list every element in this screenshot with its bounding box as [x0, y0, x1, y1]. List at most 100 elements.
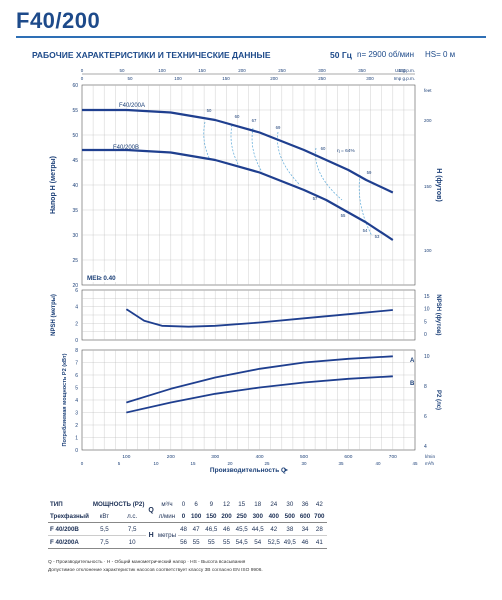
head-cell: 42 — [270, 525, 278, 533]
npsh-y-tick: 2 — [75, 321, 78, 327]
power-chart-grid — [82, 350, 415, 450]
us-gpm-tick: 100 — [158, 68, 166, 73]
efficiency-label: 69 — [276, 125, 281, 130]
frequency-label: 50 Гц — [330, 50, 352, 60]
npsh-right-tick: 5 — [424, 319, 427, 325]
head-y-tick: 20 — [72, 283, 78, 289]
us-gpm-tick: 350 — [358, 68, 366, 73]
imp-gpm-tick: 200 — [270, 76, 278, 81]
x-m3h-tick: 35 — [338, 461, 344, 466]
m3h-unit: м³/ч — [161, 500, 173, 508]
head-y-tick: 50 — [72, 133, 78, 139]
title-rule — [16, 36, 486, 38]
x-axis-label: Производительность Q — [210, 467, 286, 474]
series-label-b: F40/200B — [113, 145, 139, 151]
head-cell: 54,5 — [235, 538, 248, 546]
h-letter: H — [148, 532, 154, 539]
q-m3h-cell: 42 — [315, 500, 323, 508]
efficiency-isoline — [277, 131, 301, 186]
imp-gpm-tick: 0 — [81, 76, 84, 81]
efficiency-label: 59 — [367, 170, 372, 175]
npsh-right-axis-label: NPSH (футов) — [435, 294, 442, 335]
head-cell: 34 — [301, 525, 309, 533]
head-chart-grid — [82, 85, 415, 285]
series-label-a: F40/200A — [119, 103, 145, 109]
imp-gpm-tick: 250 — [318, 76, 326, 81]
head-cell: 41 — [315, 538, 323, 546]
imp-gpm-tick: 300 — [366, 76, 374, 81]
npsh-y-ticks: 6 4 2 0 — [75, 288, 78, 344]
head-y-ticks: 60 55 50 45 40 35 30 25 20 — [72, 83, 78, 289]
x-m3h-tick: 10 — [153, 461, 159, 466]
x-lmin-tick: 300 — [211, 454, 219, 460]
npsh-curve — [125, 308, 393, 328]
imp-gpm-unit: Imp g.p.m. — [394, 76, 415, 81]
us-gpm-tick: 200 — [238, 68, 246, 73]
efficiency-isoline — [358, 174, 373, 237]
hp-cell: 7,5 — [127, 525, 137, 533]
q-lmin-cell: 400 — [268, 512, 279, 520]
head-cell: 55 — [223, 538, 230, 546]
efficiency-label: 54 — [363, 228, 368, 233]
npsh-y-tick: 0 — [75, 338, 78, 344]
power-right-tick: 4 — [424, 444, 427, 450]
x-lmin-unit: l/min — [425, 454, 435, 460]
head-curve-a — [82, 108, 394, 194]
head-y-tick: 25 — [72, 258, 78, 264]
us-gpm-tick: 250 — [278, 68, 286, 73]
head-cell: 44,5 — [251, 525, 264, 533]
x-m3h-tick: 15 — [190, 461, 196, 466]
npsh-right-tick: 10 — [424, 307, 430, 313]
q-lmin-cell: 300 — [252, 512, 263, 520]
q-letter: Q — [148, 506, 154, 514]
power-right-tick: 8 — [424, 384, 427, 390]
q-lmin-cell: 200 — [221, 512, 232, 520]
q-lmin-cell: 600 — [299, 512, 311, 520]
us-gpm-tick: 150 — [198, 68, 206, 73]
head-cell: 48 — [180, 525, 187, 533]
npsh-right-ticks: 15 10 5 0 — [424, 294, 430, 338]
section-heading: РАБОЧИЕ ХАРАКТЕРИСТИКИ И ТЕХНИЧЕСКИЕ ДАН… — [32, 50, 271, 60]
power-y-tick: 1 — [75, 436, 78, 442]
power-y-axis-label: Потребляемая мощность P2 (кВт) — [61, 353, 68, 446]
power-y-tick: 6 — [75, 373, 78, 379]
power-y-ticks: 8 7 6 5 4 3 2 1 0 — [75, 348, 78, 454]
specs-table: ТИП МОЩНОСТЬ (P2) Q м³/ч 0 6 9 12 15 18 … — [48, 498, 327, 549]
q-lmin-cell: 100 — [190, 512, 202, 520]
efficiency-label: 57 — [313, 196, 318, 201]
head-cell: 55 — [192, 538, 200, 546]
head-y-tick: 55 — [72, 108, 78, 114]
type-header: ТИП — [50, 500, 63, 508]
efficiency-isoline — [203, 121, 211, 161]
us-gpm-tick: 300 — [318, 68, 326, 73]
x-m3h-tick: 30 — [301, 461, 307, 466]
us-gpm-tick: 0 — [81, 68, 84, 73]
head-cell: 46 — [301, 538, 309, 546]
npsh-y-axis-label: NPSH (метры) — [51, 294, 57, 336]
power-curves — [126, 355, 393, 414]
head-y-tick: 40 — [72, 183, 78, 189]
q-lmin-cell: 500 — [284, 512, 295, 520]
head-y-tick: 45 — [72, 158, 78, 164]
power-y-tick: 8 — [75, 348, 78, 354]
efficiency-label: 67 — [252, 118, 257, 123]
q-m3h-cell: 15 — [238, 500, 246, 508]
hp-unit: л.с. — [127, 512, 138, 520]
efficiency-label: 60 — [321, 146, 326, 151]
q-m3h-cell: 24 — [270, 500, 278, 508]
power-right-tick: 6 — [424, 414, 427, 420]
x-m3h-tick: 40 — [375, 461, 381, 466]
efficiency-isoline — [315, 147, 343, 201]
q-m3h-cell: 18 — [254, 500, 262, 508]
power-y-tick: 0 — [75, 448, 78, 454]
head-cell: 46,5 — [205, 525, 218, 533]
mei-badge-bg — [84, 272, 120, 282]
power-y-tick: 7 — [75, 361, 78, 367]
efficiency-isolines — [203, 121, 373, 237]
head-y-axis-label: Напор H (метры) — [50, 156, 57, 214]
hp-cell: 10 — [128, 538, 136, 546]
efficiency-labels: 50 60 67 69 60 59 57 55 54 53 — [207, 108, 380, 239]
head-curve-b — [82, 148, 394, 241]
head-cell: 46 — [223, 525, 230, 533]
three-phase-label: Трехфазный — [50, 512, 89, 520]
